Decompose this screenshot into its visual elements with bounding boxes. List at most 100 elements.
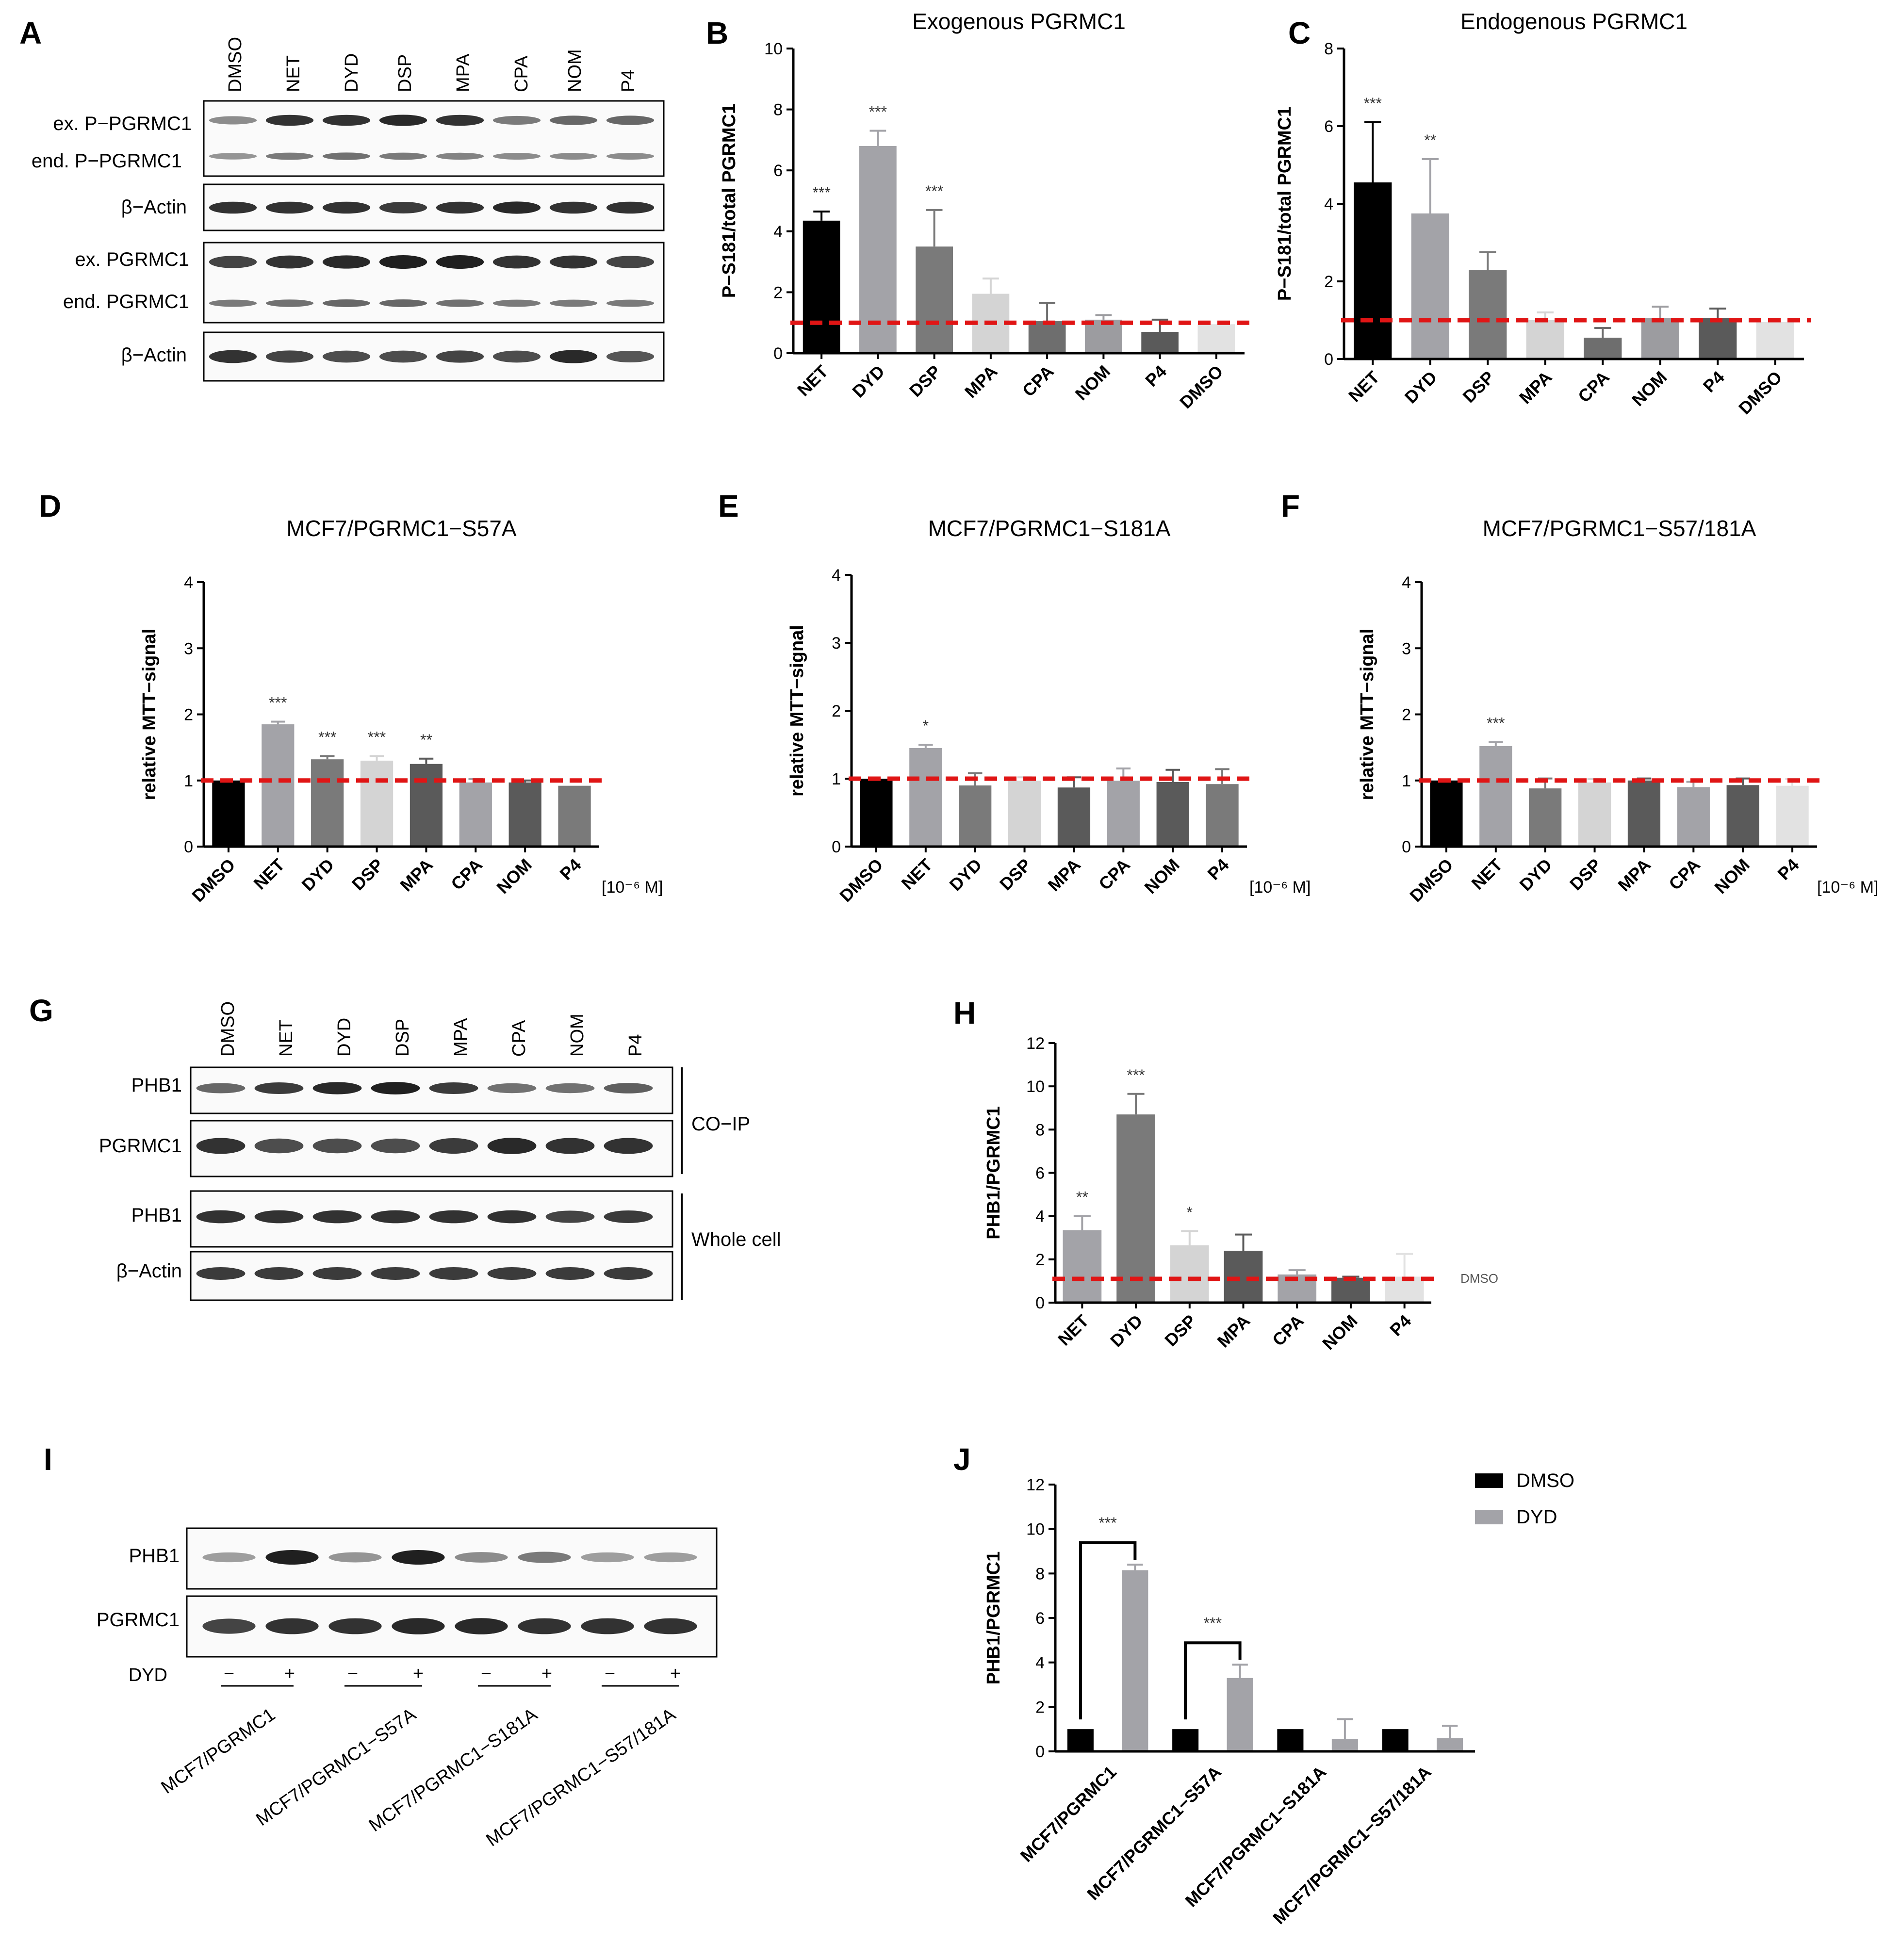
y-tick-label: 2: [773, 283, 783, 302]
blot-band: [550, 256, 597, 269]
panel-letter-e: E: [718, 489, 739, 523]
bar: [909, 748, 942, 847]
y-tick-label: 1: [1402, 772, 1411, 790]
lane-label: DYD: [342, 53, 362, 92]
blot-band: [644, 1552, 697, 1562]
y-tick-label: 0: [1035, 1743, 1045, 1761]
blot-band: [313, 1139, 362, 1153]
blot-g-label-pgrmc1-coip: PGRMC1: [99, 1135, 182, 1157]
blot-band: [255, 1139, 304, 1153]
blot-a-label-ex-p-pgrmc1: ex. P−PGRMC1: [53, 113, 192, 134]
lane-label: P4: [618, 70, 639, 92]
blot-band: [493, 351, 541, 363]
blot-band: [371, 1267, 420, 1280]
bar: [1479, 746, 1512, 847]
blot-band: [606, 300, 654, 307]
y-tick-label: 4: [773, 223, 783, 241]
legend-swatch: [1475, 1510, 1503, 1524]
y-tick-label: 1: [832, 770, 841, 788]
blot-band: [606, 153, 654, 160]
blot-band: [436, 202, 484, 214]
blot-band: [266, 115, 313, 126]
bar: [509, 783, 541, 847]
y-tick-label: 10: [764, 40, 783, 58]
bar: [1277, 1729, 1303, 1751]
blot-band: [488, 1083, 537, 1093]
significance-label: **: [420, 731, 432, 749]
y-tick-label: 0: [1035, 1294, 1045, 1312]
y-tick-label: 4: [184, 573, 193, 592]
panel-letter-i: I: [44, 1442, 52, 1477]
blot-i-label-pgrmc1: PGRMC1: [97, 1609, 180, 1631]
blot-band: [493, 116, 541, 125]
y-tick-label: 8: [773, 101, 783, 119]
bar: [1116, 1114, 1155, 1303]
dyd-sign: −: [347, 1664, 358, 1684]
y-tick-label: 12: [1026, 1476, 1045, 1494]
panel-letter-h: H: [953, 996, 976, 1030]
bar: [361, 761, 393, 847]
blot-g-label-phb1-whole: PHB1: [131, 1205, 182, 1226]
panel-letter-c: C: [1288, 16, 1311, 50]
bar: [1641, 318, 1679, 359]
blot-band: [266, 256, 313, 269]
y-axis-label: PHB1/PGRMC1: [983, 1106, 1004, 1240]
blot-band: [197, 1138, 246, 1154]
bar: [1206, 784, 1238, 847]
blot-band: [455, 1618, 508, 1634]
lane-label: CPA: [509, 1020, 529, 1057]
blot-band: [493, 300, 541, 307]
blot-band: [436, 299, 484, 307]
chart-title: MCF7/PGRMC1−S181A: [928, 516, 1171, 541]
lane-label: P4: [625, 1034, 646, 1057]
panel-letter-d: D: [39, 489, 61, 523]
blot-band: [604, 1267, 653, 1280]
bar: [1198, 324, 1235, 353]
bar: [410, 764, 442, 847]
blot-band: [518, 1618, 571, 1634]
panel-letter-b: B: [706, 16, 728, 50]
y-tick-label: 4: [1402, 573, 1411, 592]
blot-band: [550, 300, 597, 307]
y-axis-label: relative MTT−signal: [787, 625, 807, 797]
blot-band: [379, 114, 427, 126]
dyd-sign: −: [605, 1664, 615, 1684]
blot-band: [606, 351, 654, 362]
blot-band: [379, 153, 427, 160]
bar: [1157, 782, 1189, 847]
blot-a-label-end-pgrmc1: end. PGRMC1: [63, 291, 189, 312]
bar: [1122, 1570, 1148, 1751]
blot-band: [379, 299, 427, 307]
dyd-label: DYD: [129, 1665, 167, 1685]
bar: [1170, 1245, 1209, 1303]
blot-band: [202, 1552, 255, 1562]
bar: [1382, 1729, 1409, 1751]
blot-band: [455, 1552, 508, 1563]
blot-band: [436, 350, 484, 362]
blot-g-label-phb1-coip: PHB1: [131, 1075, 182, 1096]
bar: [1058, 787, 1090, 847]
dyd-sign: +: [670, 1664, 681, 1684]
chart-title: Exogenous PGRMC1: [912, 9, 1126, 34]
blot-band: [644, 1618, 697, 1634]
significance-label: ***: [1098, 1514, 1116, 1532]
blot-a-label-actin-2: β−Actin: [121, 344, 187, 366]
blot-a-label-actin-1: β−Actin: [121, 196, 187, 218]
y-tick-label: 6: [1324, 117, 1333, 136]
blot-band: [209, 116, 257, 124]
blot-band: [197, 1083, 246, 1094]
blot-band: [255, 1267, 304, 1280]
bar: [1141, 332, 1179, 353]
blot-band: [436, 255, 484, 269]
significance-label: *: [923, 717, 929, 735]
bar: [1776, 786, 1808, 847]
chart-title: MCF7/PGRMC1−S57A: [286, 516, 517, 541]
significance-label: **: [1424, 131, 1436, 149]
blot-band: [209, 300, 257, 307]
blot-band: [371, 1210, 420, 1224]
blot-band: [436, 115, 484, 126]
blot-band: [379, 255, 427, 269]
y-tick-label: 0: [1402, 838, 1411, 856]
lane-label: MPA: [453, 53, 474, 92]
bar: [1029, 321, 1066, 353]
